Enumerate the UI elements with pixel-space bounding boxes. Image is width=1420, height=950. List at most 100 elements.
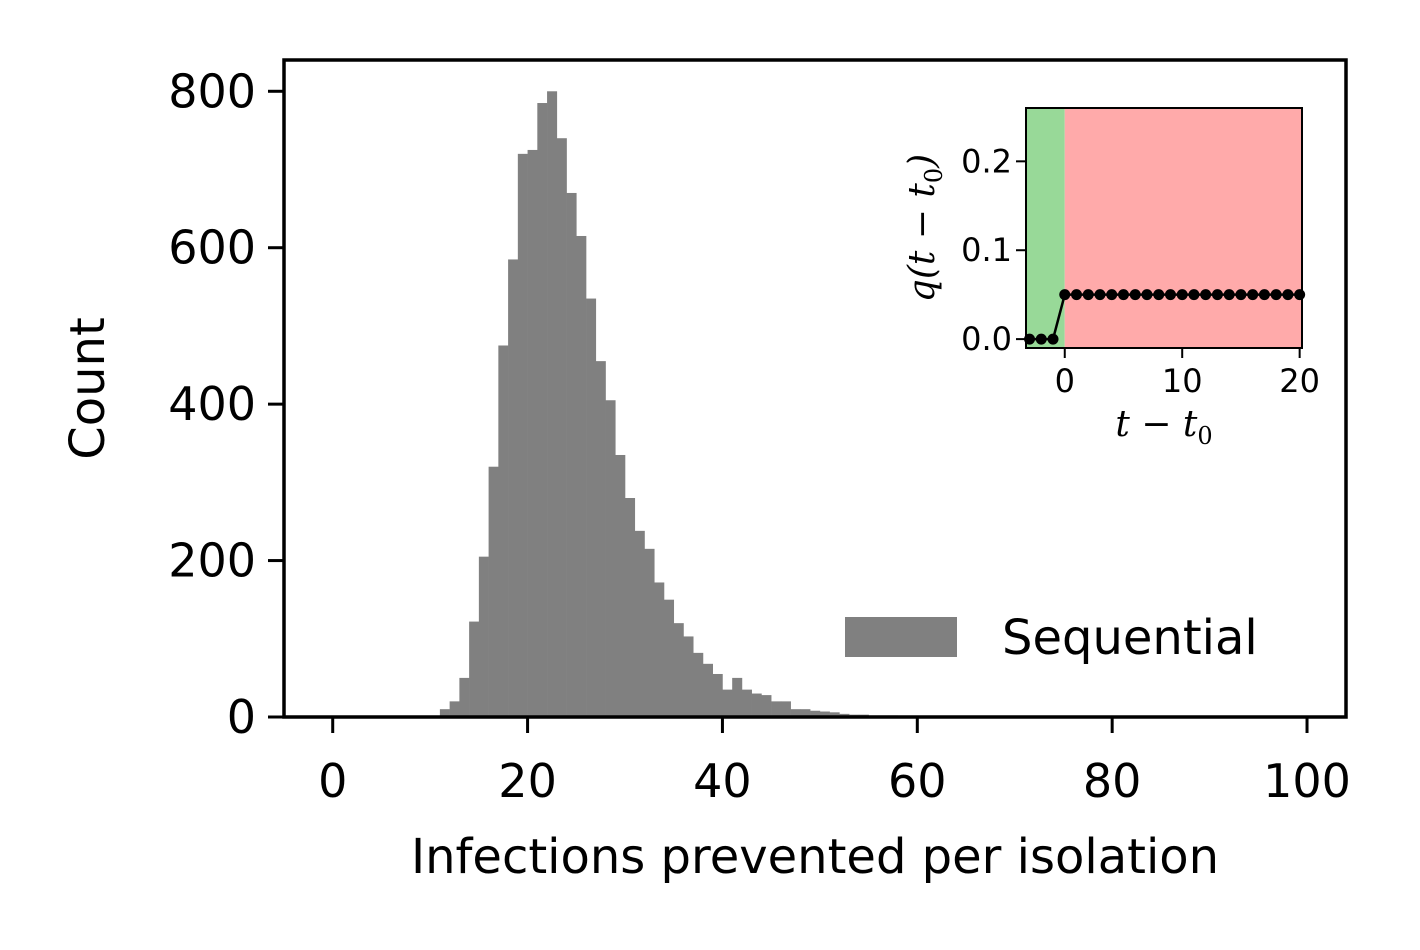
inset-series-point: [1188, 289, 1200, 301]
histogram-bar: [702, 663, 713, 717]
inset-series-point: [1223, 289, 1235, 301]
histogram-bar: [547, 91, 558, 718]
histogram-bar: [517, 153, 528, 717]
histogram-bar: [508, 259, 519, 717]
inset-series-point: [1035, 333, 1047, 345]
y-tick-label: 200: [168, 534, 256, 588]
main-plot-frame: [282, 58, 1348, 719]
histogram-bar: [527, 149, 538, 718]
histogram-bar: [800, 709, 811, 717]
histogram-bar: [576, 235, 587, 717]
inset-series: [1024, 289, 1306, 345]
histogram-bar: [615, 454, 626, 717]
x-tick-label: 60: [888, 754, 947, 808]
inset-series-point: [1059, 289, 1071, 301]
histogram-bar: [810, 710, 821, 717]
histogram-bar: [722, 689, 733, 717]
inset-series-point: [1047, 333, 1059, 345]
inset-series-point: [1176, 289, 1188, 301]
inset-series-point: [1082, 289, 1094, 301]
inset-series-point: [1094, 289, 1106, 301]
histogram-bar: [449, 701, 460, 717]
inset-y-axis-label-close: ): [902, 154, 943, 169]
inset-x-axis-label-sub: 0: [1197, 422, 1212, 450]
histogram-bar: [663, 599, 675, 717]
inset-x-tick-label: 0: [1055, 362, 1075, 400]
histogram-bar: [751, 693, 762, 717]
inset-series-point: [1141, 289, 1153, 301]
inset-series-point: [1258, 289, 1270, 301]
inset-series-point: [1247, 289, 1259, 301]
histogram-bar: [469, 621, 480, 717]
inset-y-tick-label: 0.1: [961, 231, 1012, 269]
y-tick-label: 800: [168, 64, 256, 118]
inset-series-point: [1129, 289, 1141, 301]
histogram-bar: [654, 582, 665, 717]
y-tick-label: 600: [168, 221, 256, 275]
inset-x-axis-label: t − t0: [1115, 404, 1212, 450]
inset-axis-ticks: 0 10 20 0.0 0.1 0.2: [961, 142, 1320, 400]
histogram-bar: [605, 400, 616, 717]
inset-series-point: [1294, 289, 1306, 301]
histogram-bar: [439, 709, 450, 717]
legend-swatch-sequential: [845, 617, 957, 657]
histogram-bar: [712, 673, 723, 717]
x-tick-label: 100: [1263, 754, 1351, 808]
inset-series-point: [1211, 289, 1223, 301]
x-tick-label: 20: [498, 754, 557, 808]
inset-series-point: [1270, 289, 1282, 301]
histogram-bar: [683, 636, 694, 717]
inset-x-axis-label-main: t − t: [1115, 404, 1198, 445]
histogram-bar: [595, 361, 606, 717]
histogram-bar: [741, 689, 752, 717]
inset-series-point: [1117, 289, 1129, 301]
inset-series-point: [1282, 289, 1294, 301]
inset-series-point: [1164, 289, 1176, 301]
inset-series-point: [1200, 289, 1212, 301]
y-axis-label: Count: [60, 317, 116, 460]
histogram-bar: [488, 466, 499, 717]
histogram-bar: [732, 677, 743, 717]
x-tick-label: 0: [318, 754, 347, 808]
histogram-bar: [478, 556, 489, 717]
histogram-bar: [498, 345, 509, 717]
inset-region-green: [1026, 108, 1065, 348]
x-tick-label: 80: [1083, 754, 1142, 808]
histogram-bar: [829, 712, 840, 717]
y-tick-label: 0: [227, 690, 256, 744]
inset-y-axis-label-main: q(t − t: [902, 183, 943, 303]
inset-regions: [1026, 108, 1302, 348]
inset-series-point: [1071, 289, 1083, 301]
legend: Sequential: [845, 610, 1258, 666]
histogram-bar: [556, 138, 567, 717]
histogram-bar: [634, 530, 645, 717]
inset-region-red: [1064, 108, 1302, 348]
histogram-bar: [459, 677, 470, 717]
inset-y-tick-label: 0.0: [961, 320, 1012, 358]
histogram-bar: [693, 652, 704, 717]
inset-series-point: [1153, 289, 1165, 301]
histogram-bar: [780, 701, 791, 717]
histogram-bar: [644, 548, 655, 717]
inset-plot: 0 10 200.00.10.2 t − t0 q(t − t0): [902, 107, 1320, 450]
histogram-bar: [586, 298, 597, 717]
histogram-bar: [673, 623, 684, 717]
histogram-bar: [566, 192, 577, 717]
inset-x-tick-label: 20: [1279, 362, 1320, 400]
legend-label-sequential: Sequential: [1002, 610, 1258, 666]
inset-x-tick-label: 10: [1162, 362, 1203, 400]
inset-y-axis-label-sub: 0: [920, 168, 948, 183]
inset-y-axis-label: q(t − t0): [902, 154, 948, 302]
x-axis-label: Infections prevented per isolation: [411, 829, 1219, 885]
histogram-bar: [771, 701, 782, 717]
histogram-bar: [790, 709, 801, 717]
x-tick-label: 40: [693, 754, 752, 808]
y-tick-label: 400: [168, 377, 256, 431]
histogram-bar: [625, 498, 636, 717]
inset-y-tick-label: 0.2: [961, 142, 1012, 180]
histogram-bar: [819, 711, 830, 717]
inset-series-point: [1106, 289, 1118, 301]
inset-plot-frame: [1025, 107, 1303, 349]
